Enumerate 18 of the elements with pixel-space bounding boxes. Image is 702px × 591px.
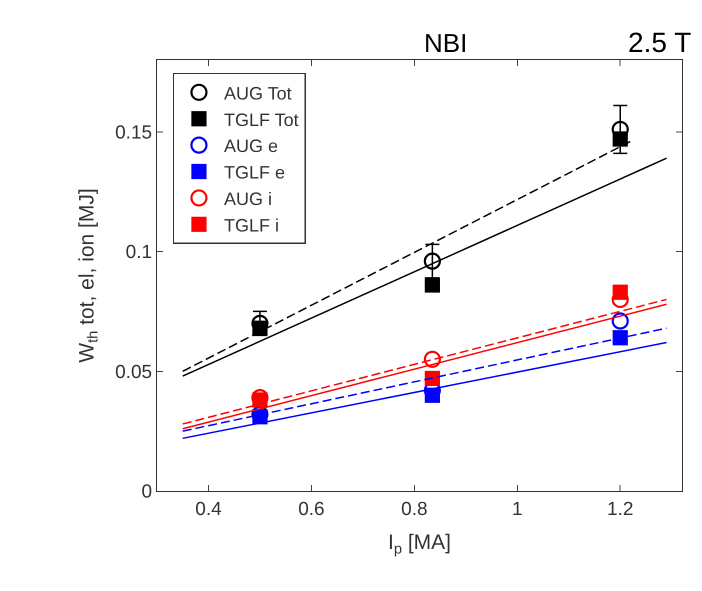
legend-label: TGLF e xyxy=(224,162,285,183)
legend-label: AUG Tot xyxy=(224,83,292,104)
x-tick-label: 1.2 xyxy=(607,498,634,520)
x-tick-label: 0.6 xyxy=(298,498,325,520)
y-tick-label: 0 xyxy=(142,482,152,503)
x-tick-label: 1 xyxy=(512,498,523,520)
legend-label: AUG e xyxy=(224,136,278,156)
legend-label: TGLF i xyxy=(224,215,279,236)
text: NBI xyxy=(424,28,468,58)
y-tick-label: 0.05 xyxy=(115,362,152,383)
x-axis-title: I$_{p}$ [MA] xyxy=(388,531,452,558)
y-tick-label: 0.15 xyxy=(115,122,152,144)
text: 2.5 T xyxy=(628,27,692,58)
x-tick-label: 0.4 xyxy=(195,498,222,520)
y-tick-label: 0.1 xyxy=(126,242,152,264)
legend-label: AUG i xyxy=(224,188,272,209)
x-tick-label: 0.8 xyxy=(401,498,428,520)
legend-label: TGLF Tot xyxy=(224,110,299,130)
